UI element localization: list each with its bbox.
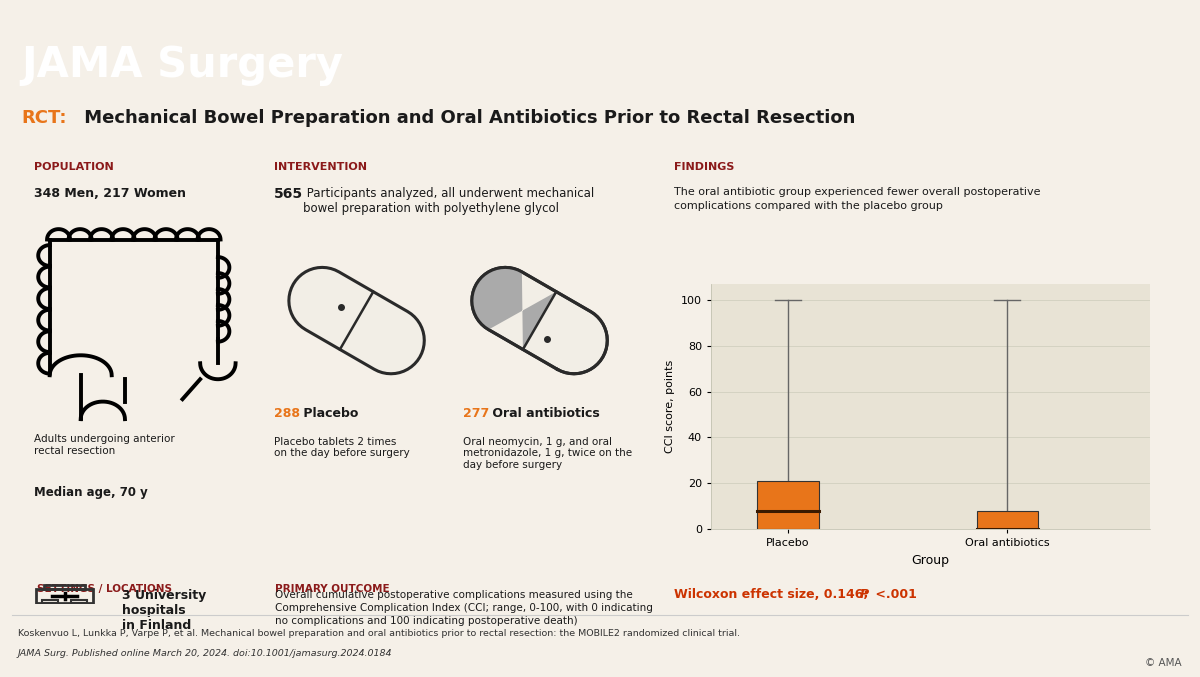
- Text: Median age, 70 y: Median age, 70 y: [35, 486, 148, 499]
- Bar: [977, 510, 1038, 529]
- Text: Placebo: Placebo: [299, 407, 359, 420]
- X-axis label: Group: Group: [912, 554, 949, 567]
- Text: SETTINGS / LOCATIONS: SETTINGS / LOCATIONS: [36, 584, 172, 594]
- Text: The oral antibiotic group experienced fewer overall postoperative
complications : The oral antibiotic group experienced fe…: [673, 188, 1040, 211]
- Text: 348 Men, 217 Women: 348 Men, 217 Women: [35, 188, 186, 200]
- Text: Koskenvuo L, Lunkka P, Varpe P, et al. Mechanical bowel preparation and oral ant: Koskenvuo L, Lunkka P, Varpe P, et al. M…: [18, 629, 740, 638]
- Text: Participants analyzed, all underwent mechanical
bowel preparation with polyethyl: Participants analyzed, all underwent mec…: [302, 188, 594, 215]
- Text: PRIMARY OUTCOME: PRIMARY OUTCOME: [275, 584, 389, 594]
- Text: P: P: [860, 588, 869, 601]
- Polygon shape: [472, 267, 607, 374]
- Text: POPULATION: POPULATION: [35, 162, 114, 171]
- Text: 3 University
hospitals
in Finland: 3 University hospitals in Finland: [122, 589, 206, 632]
- Bar: [36, 589, 92, 603]
- Text: JAMA Surg. Published online March 20, 2024. doi:10.1001/jamasurg.2024.0184: JAMA Surg. Published online March 20, 20…: [18, 649, 392, 658]
- Text: JAMA Surgery: JAMA Surgery: [22, 43, 343, 86]
- Bar: [71, 600, 88, 603]
- Text: Mechanical Bowel Preparation and Oral Antibiotics Prior to Rectal Resection: Mechanical Bowel Preparation and Oral An…: [78, 109, 856, 127]
- Text: INTERVENTION: INTERVENTION: [275, 162, 367, 171]
- Text: 288: 288: [275, 407, 300, 420]
- Bar: [42, 600, 58, 603]
- Text: FINDINGS: FINDINGS: [673, 162, 734, 171]
- Text: Wilcoxon effect size, 0.146;: Wilcoxon effect size, 0.146;: [673, 588, 872, 601]
- Text: Oral neomycin, 1 g, and oral
metronidazole, 1 g, twice on the
day before surgery: Oral neomycin, 1 g, and oral metronidazo…: [463, 437, 632, 470]
- Text: © AMA: © AMA: [1145, 658, 1182, 668]
- Text: 565: 565: [275, 188, 304, 201]
- Y-axis label: CCI score, points: CCI score, points: [666, 360, 676, 453]
- Bar: [44, 585, 85, 589]
- Text: <.001: <.001: [870, 588, 917, 601]
- Text: Overall cumulative postoperative complications measured using the
Comprehensive : Overall cumulative postoperative complic…: [275, 590, 653, 626]
- Text: Adults undergoing anterior
rectal resection: Adults undergoing anterior rectal resect…: [35, 435, 175, 456]
- Polygon shape: [472, 267, 557, 349]
- Text: RCT:: RCT:: [22, 109, 67, 127]
- Text: 277: 277: [463, 407, 490, 420]
- Bar: [757, 481, 818, 529]
- Text: Placebo tablets 2 times
on the day before surgery: Placebo tablets 2 times on the day befor…: [275, 437, 410, 458]
- Text: Oral antibiotics: Oral antibiotics: [488, 407, 600, 420]
- Polygon shape: [289, 267, 425, 374]
